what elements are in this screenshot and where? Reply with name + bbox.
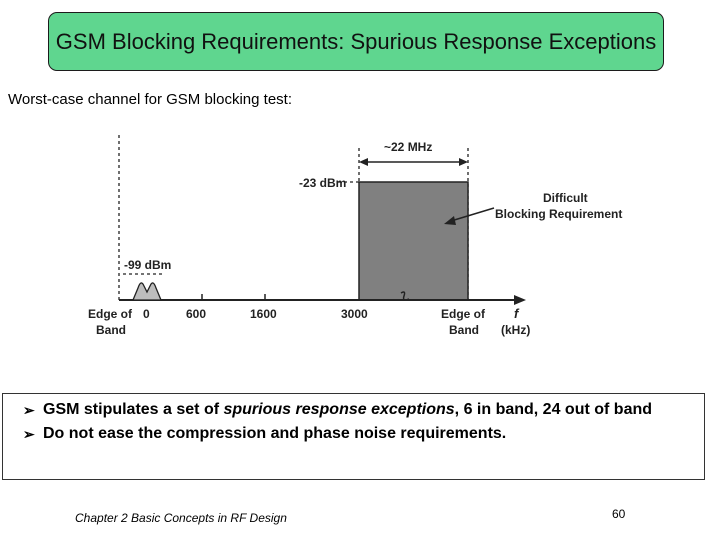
tick-label-1600: 1600 xyxy=(250,307,277,321)
callout-label-line2: Blocking Requirement xyxy=(495,207,622,221)
bullet-1-text-end: , 6 in band, 24 out of band xyxy=(454,401,653,418)
title-box: GSM Blocking Requirements: Spurious Resp… xyxy=(48,12,664,71)
blocker-rectangle xyxy=(358,181,469,301)
bandwidth-label: ~22 MHz xyxy=(384,140,432,154)
bullet-2-text: Do not ease the compression and phase no… xyxy=(43,425,507,442)
bullet-item-1: ➢ GSM stipulates a set of spurious respo… xyxy=(23,400,696,420)
blocker-level-label: -23 dBm xyxy=(299,176,346,190)
signal-level-label: -99 dBm xyxy=(124,258,171,272)
frequency-axis-arrowhead xyxy=(514,295,526,305)
bullet-box: ➢ GSM stipulates a set of spurious respo… xyxy=(2,393,705,480)
tick-label-edge-right-line2: Band xyxy=(449,323,479,337)
tick-label-3000: 3000 xyxy=(341,307,368,321)
callout-arrow xyxy=(450,207,495,222)
bullet-arrow-icon: ➢ xyxy=(23,426,35,442)
diagram-caption: Worst-case channel for GSM blocking test… xyxy=(8,91,293,108)
tick-label-edge-left-line1: Edge of xyxy=(88,307,133,321)
tick-label-600: 600 xyxy=(186,307,206,321)
callout-label-line1: Difficult xyxy=(543,191,588,205)
footer-text: Chapter 2 Basic Concepts in RF Design xyxy=(75,511,287,525)
tick-label-0: 0 xyxy=(143,307,150,321)
bullet-item-2: ➢ Do not ease the compression and phase … xyxy=(23,424,696,444)
desired-signal-shape xyxy=(132,282,162,301)
slide-title: GSM Blocking Requirements: Spurious Resp… xyxy=(55,29,657,54)
axis-symbol-f: f xyxy=(514,306,520,321)
bandwidth-arrowhead-right xyxy=(459,158,468,166)
bullet-arrow-icon: ➢ xyxy=(23,402,35,418)
callout-arrowhead xyxy=(444,216,456,225)
bandwidth-arrowhead-left xyxy=(359,158,368,166)
page-number: 60 xyxy=(612,507,626,521)
tick-label-edge-right-line1: Edge of xyxy=(441,307,486,321)
bullet-1-text-start: GSM stipulates a set of xyxy=(43,401,224,418)
tick-label-edge-left-line2: Band xyxy=(96,323,126,337)
axis-unit-label: (kHz) xyxy=(501,323,530,337)
bullet-1-emphasis: spurious response exceptions xyxy=(223,401,455,418)
